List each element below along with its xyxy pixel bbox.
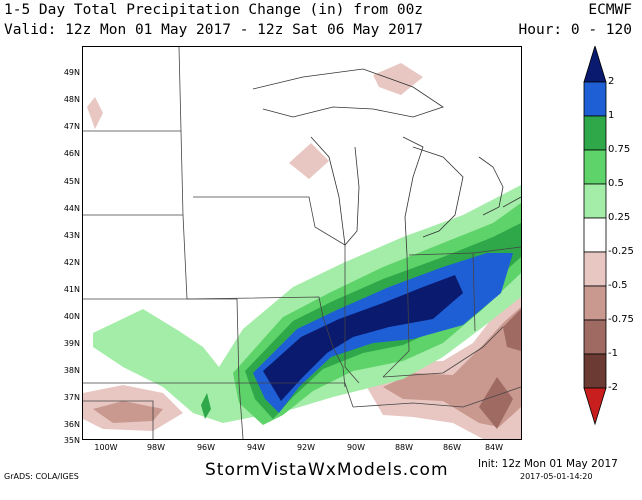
lon-label: 92W bbox=[296, 443, 316, 452]
colorbar-swatch bbox=[583, 251, 607, 287]
lon-label: 86W bbox=[442, 443, 462, 452]
colorbar-label: 1 bbox=[608, 110, 615, 121]
decrease-area-kentucky-strong2 bbox=[503, 309, 521, 351]
increase-area-light bbox=[93, 185, 521, 423]
colorbar-label: 0.75 bbox=[608, 144, 631, 155]
lon-label: 90W bbox=[346, 443, 366, 452]
colorbar-label: -0.75 bbox=[608, 314, 634, 325]
lat-label: 47N bbox=[63, 122, 80, 131]
state-boundaries bbox=[83, 47, 521, 439]
colorbar-swatch bbox=[583, 285, 607, 321]
lat-label: 39N bbox=[63, 339, 80, 348]
colorbar bbox=[582, 44, 642, 466]
colorbar-swatch bbox=[583, 183, 607, 219]
colorbar-swatch bbox=[583, 217, 607, 253]
colorbar-swatch bbox=[583, 81, 607, 117]
colorbar-label: -1 bbox=[608, 348, 618, 359]
increase-spot-arkansas bbox=[201, 393, 211, 419]
colorbar-label: 0.25 bbox=[608, 212, 631, 223]
colorbar-label: 0.5 bbox=[608, 178, 624, 189]
lat-label: 46N bbox=[63, 149, 80, 158]
lat-label: 45N bbox=[63, 177, 80, 186]
colorbar-label: 2 bbox=[608, 76, 615, 87]
lon-label: 94W bbox=[246, 443, 266, 452]
grads-credit: GrADS: COLA/IGES bbox=[4, 472, 79, 481]
valid-period: Valid: 12z Mon 01 May 2017 - 12z Sat 06 … bbox=[4, 22, 424, 38]
colorbar-top-arrow bbox=[583, 44, 607, 83]
colorbar-label: -0.25 bbox=[608, 246, 634, 257]
great-lakes-outline bbox=[252, 68, 521, 256]
colorbar-swatch bbox=[583, 319, 607, 355]
colorbar-bottom-arrow bbox=[583, 387, 607, 426]
lat-label: 48N bbox=[63, 95, 80, 104]
map-title: 1-5 Day Total Precipitation Change (in) … bbox=[4, 2, 424, 18]
decrease-area-upper-michigan bbox=[373, 63, 423, 95]
lat-label: 35N bbox=[63, 436, 80, 445]
decrease-area-wisconsin bbox=[289, 143, 329, 179]
decrease-area-oklahoma-mid bbox=[93, 401, 163, 423]
lat-label: 40N bbox=[63, 312, 80, 321]
lon-label: 96W bbox=[196, 443, 216, 452]
site-name: StormVistaWxModels.com bbox=[205, 460, 449, 480]
lat-label: 44N bbox=[63, 204, 80, 213]
lon-label: 84W bbox=[484, 443, 504, 452]
model-name: ECMWF bbox=[588, 2, 632, 18]
lat-label: 49N bbox=[63, 68, 80, 77]
lat-label: 38N bbox=[63, 366, 80, 375]
decrease-area-north-dakota bbox=[87, 97, 103, 129]
decrease-area-kentucky-strong bbox=[479, 377, 513, 429]
lat-label: 43N bbox=[63, 231, 80, 240]
forecast-hour-range: Hour: 0 - 120 bbox=[518, 22, 633, 38]
precipitation-map bbox=[82, 46, 522, 440]
colorbar-swatch bbox=[583, 353, 607, 389]
lat-label: 37N bbox=[63, 393, 80, 402]
lat-label: 36N bbox=[63, 420, 80, 429]
generated-timestamp: 2017-05-01-14:20 bbox=[520, 472, 593, 481]
colorbar-swatch bbox=[583, 149, 607, 185]
lon-label: 98W bbox=[146, 443, 166, 452]
lat-label: 41N bbox=[63, 285, 80, 294]
lon-label: 100W bbox=[94, 443, 118, 452]
lon-label: 88W bbox=[394, 443, 414, 452]
lat-label: 42N bbox=[63, 258, 80, 267]
colorbar-swatch bbox=[583, 115, 607, 151]
colorbar-label: -2 bbox=[608, 382, 618, 393]
colorbar-label: -0.5 bbox=[608, 280, 628, 291]
increase-area-2in bbox=[263, 275, 463, 401]
init-time: Init: 12z Mon 01 May 2017 bbox=[478, 458, 618, 470]
